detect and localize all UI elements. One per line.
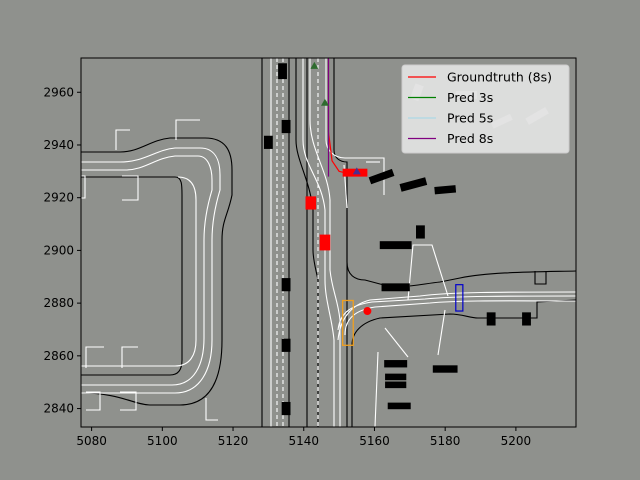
agent-vehicle bbox=[281, 401, 291, 416]
x-tick-label: 5200 bbox=[501, 434, 532, 448]
lane-markings bbox=[81, 58, 576, 427]
y-tick-label: 2960 bbox=[43, 85, 74, 99]
parking-marker bbox=[86, 391, 101, 411]
prediction-marker bbox=[320, 98, 329, 106]
parking-marker bbox=[85, 346, 104, 368]
agent-vehicle bbox=[384, 360, 408, 368]
y-tick-label: 2940 bbox=[43, 138, 74, 152]
parking-marker bbox=[205, 398, 218, 421]
road-edge bbox=[534, 271, 547, 285]
lane-line bbox=[309, 58, 341, 427]
y-tick-label: 2880 bbox=[43, 296, 74, 310]
ego-position-dot bbox=[363, 307, 372, 316]
parking-marker bbox=[175, 119, 200, 140]
legend-label: Pred 8s bbox=[447, 131, 493, 146]
lane-line bbox=[325, 58, 385, 195]
x-tick-label: 5140 bbox=[288, 434, 319, 448]
y-tick-label: 2920 bbox=[43, 191, 74, 205]
lane-line bbox=[81, 155, 213, 386]
legend-entries: Groundtruth (8s) Pred 3s Pred 5s Pred 8s bbox=[408, 70, 552, 146]
agent-vehicle bbox=[281, 278, 291, 292]
x-tick-label: 5160 bbox=[359, 434, 390, 448]
agent-vehicle bbox=[399, 177, 428, 192]
parking-marker bbox=[120, 391, 137, 411]
road-edge bbox=[351, 299, 576, 427]
lane-line bbox=[407, 244, 449, 301]
x-tick-label: 5120 bbox=[218, 434, 249, 448]
agent-vehicle bbox=[486, 312, 496, 326]
agent-vehicle bbox=[263, 135, 273, 149]
target-vehicle bbox=[305, 196, 317, 210]
parking-lot-inner-boundary bbox=[81, 176, 183, 376]
highlighted-agent-box bbox=[455, 284, 464, 312]
agent-vehicle bbox=[434, 185, 457, 195]
road-map-layer bbox=[81, 58, 576, 427]
road-edge bbox=[295, 58, 319, 427]
legend-box bbox=[401, 64, 570, 154]
agent-vehicle bbox=[432, 365, 458, 373]
axis-ticks: 5080 5100 5120 5140 5160 5180 5200 2840 2860 2880… bbox=[43, 85, 531, 448]
trajectory-layer bbox=[310, 58, 372, 316]
agent-vehicle bbox=[278, 63, 287, 80]
agent-vehicle bbox=[385, 381, 407, 389]
lane-line bbox=[81, 147, 221, 394]
agent-vehicle bbox=[416, 225, 425, 239]
agent-vehicle bbox=[387, 402, 411, 410]
prediction-marker bbox=[352, 167, 361, 175]
lane-line bbox=[302, 58, 335, 427]
ego-vehicle-box bbox=[341, 299, 354, 346]
prediction-marker bbox=[310, 61, 319, 69]
axes-frame bbox=[80, 57, 577, 428]
y-tick-label: 2860 bbox=[43, 349, 74, 363]
lane-line bbox=[374, 351, 379, 427]
x-tick-label: 5180 bbox=[430, 434, 461, 448]
road-boundaries bbox=[81, 58, 576, 427]
agent-vehicle bbox=[379, 241, 412, 250]
agent-vehicle bbox=[385, 373, 407, 381]
parking-marker bbox=[115, 129, 130, 150]
x-tick-label: 5100 bbox=[147, 434, 178, 448]
y-tick-label: 2840 bbox=[43, 402, 74, 416]
agent-vehicle bbox=[281, 119, 291, 134]
lane-line bbox=[337, 295, 576, 331]
parking-marker bbox=[122, 175, 139, 201]
lane-line bbox=[81, 176, 197, 367]
road-edge bbox=[346, 210, 576, 288]
road-edge bbox=[333, 58, 348, 427]
x-tick-label: 5080 bbox=[76, 434, 107, 448]
legend-label: Pred 3s bbox=[447, 90, 493, 105]
y-tick-label: 2900 bbox=[43, 243, 74, 257]
lane-line bbox=[384, 327, 409, 358]
legend-label: Groundtruth (8s) bbox=[447, 70, 552, 85]
parking-lot-outer-boundary bbox=[81, 137, 233, 406]
lane-line bbox=[344, 300, 576, 336]
legend-label: Pred 5s bbox=[447, 111, 493, 126]
legend: Groundtruth (8s) Pred 3s Pred 5s Pred 8s bbox=[401, 64, 570, 154]
lane-line bbox=[437, 309, 446, 356]
agent-vehicle bbox=[281, 338, 291, 352]
agent-vehicle bbox=[522, 312, 531, 326]
parking-marker bbox=[121, 346, 138, 368]
parking-markers bbox=[81, 119, 218, 421]
lane-line bbox=[337, 291, 576, 341]
target-vehicle bbox=[319, 234, 331, 251]
agent-vehicle bbox=[368, 168, 395, 185]
agent-vehicle bbox=[381, 283, 410, 292]
parking-marker bbox=[81, 175, 86, 199]
